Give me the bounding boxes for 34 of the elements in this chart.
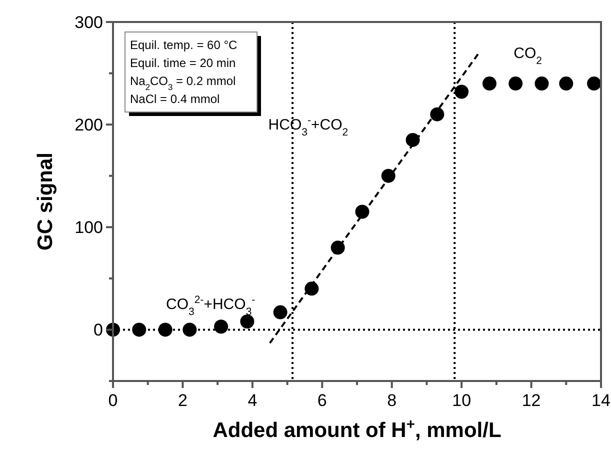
- y-tick-label: 100: [74, 218, 103, 238]
- point: [273, 305, 288, 320]
- point: [214, 320, 228, 334]
- y-tick-label: 300: [74, 13, 103, 32]
- x-tick-label: 8: [387, 391, 397, 410]
- point: [158, 322, 172, 337]
- y-axis-title: GC signal: [34, 152, 57, 251]
- annotation: HCO$_{3}$$^{-}$+CO$_{2}$: [268, 114, 348, 139]
- x-tick-label: 0: [108, 391, 118, 410]
- annotation: Na$_{2}$CO$_{3}$ = 0.2 mmol: [130, 74, 236, 92]
- annotation: NaCl = 0.4 mmol: [130, 92, 220, 106]
- point: [482, 76, 496, 91]
- annotation: Equil. time = 20 min: [130, 56, 236, 70]
- y-tick-label: 200: [74, 116, 103, 135]
- point: [430, 107, 444, 122]
- x-tick-label: 12: [522, 391, 541, 410]
- point: [559, 76, 574, 91]
- x-tick-label: 14: [592, 391, 610, 410]
- point: [240, 314, 254, 329]
- annotation: CO$_{2}$: [514, 44, 542, 67]
- point: [587, 76, 602, 91]
- point: [454, 84, 469, 99]
- point: [132, 322, 146, 337]
- x-tick-label: 6: [317, 391, 327, 410]
- point: [508, 76, 523, 91]
- point: [182, 322, 197, 337]
- point: [534, 76, 549, 91]
- annotation: Equil. temp. = 60 °C: [130, 38, 238, 52]
- y-tick-label: 0: [94, 320, 103, 340]
- x-axis-title: Added amount of H$^{+}$, mmol/L: [212, 417, 502, 442]
- x-tick-label: 4: [248, 391, 258, 410]
- point: [381, 168, 396, 183]
- x-tick-label: 2: [178, 391, 188, 410]
- x-tick-label: 10: [452, 391, 472, 410]
